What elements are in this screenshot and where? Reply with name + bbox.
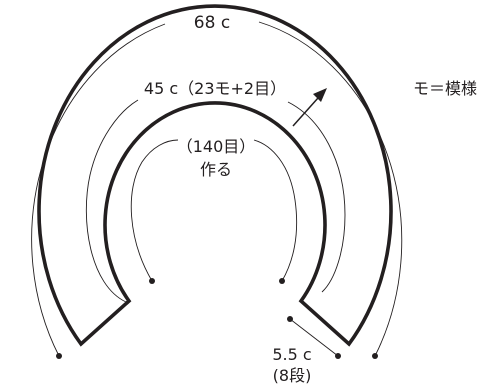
width-dimension-bottom-dot [335,353,341,359]
outer-circumference-line [31,23,166,357]
cast-on-stitches-label: （140目） [177,137,256,156]
inner-circumference-line-right [287,101,346,293]
width-dimension-line [289,318,339,357]
pattern-legend: モ＝模様 [413,79,477,98]
inner-circumference-label: 45 c（23モ+2目） [144,79,286,98]
inner-circumference-line [85,99,139,303]
knitting-direction-arrow-icon [292,88,327,127]
width-rows-label: (8段) [273,366,312,385]
cast-on-right-dot [279,278,285,284]
outer-dimension-left-dot [56,353,62,359]
width-dimension-top-dot [287,316,293,322]
knitted-piece-outline [37,4,393,347]
outer-circumference-label: 68 c [194,13,230,33]
cast-on-left-dot [149,278,155,284]
cast-on-guide-right [253,139,298,282]
outer-circumference-line-right [258,21,403,357]
cast-on-guide-left [130,139,179,282]
width-measure-label: 5.5 c [272,345,311,364]
outer-dimension-right-dot [372,353,378,359]
cast-on-action-label: 作る [200,160,232,179]
